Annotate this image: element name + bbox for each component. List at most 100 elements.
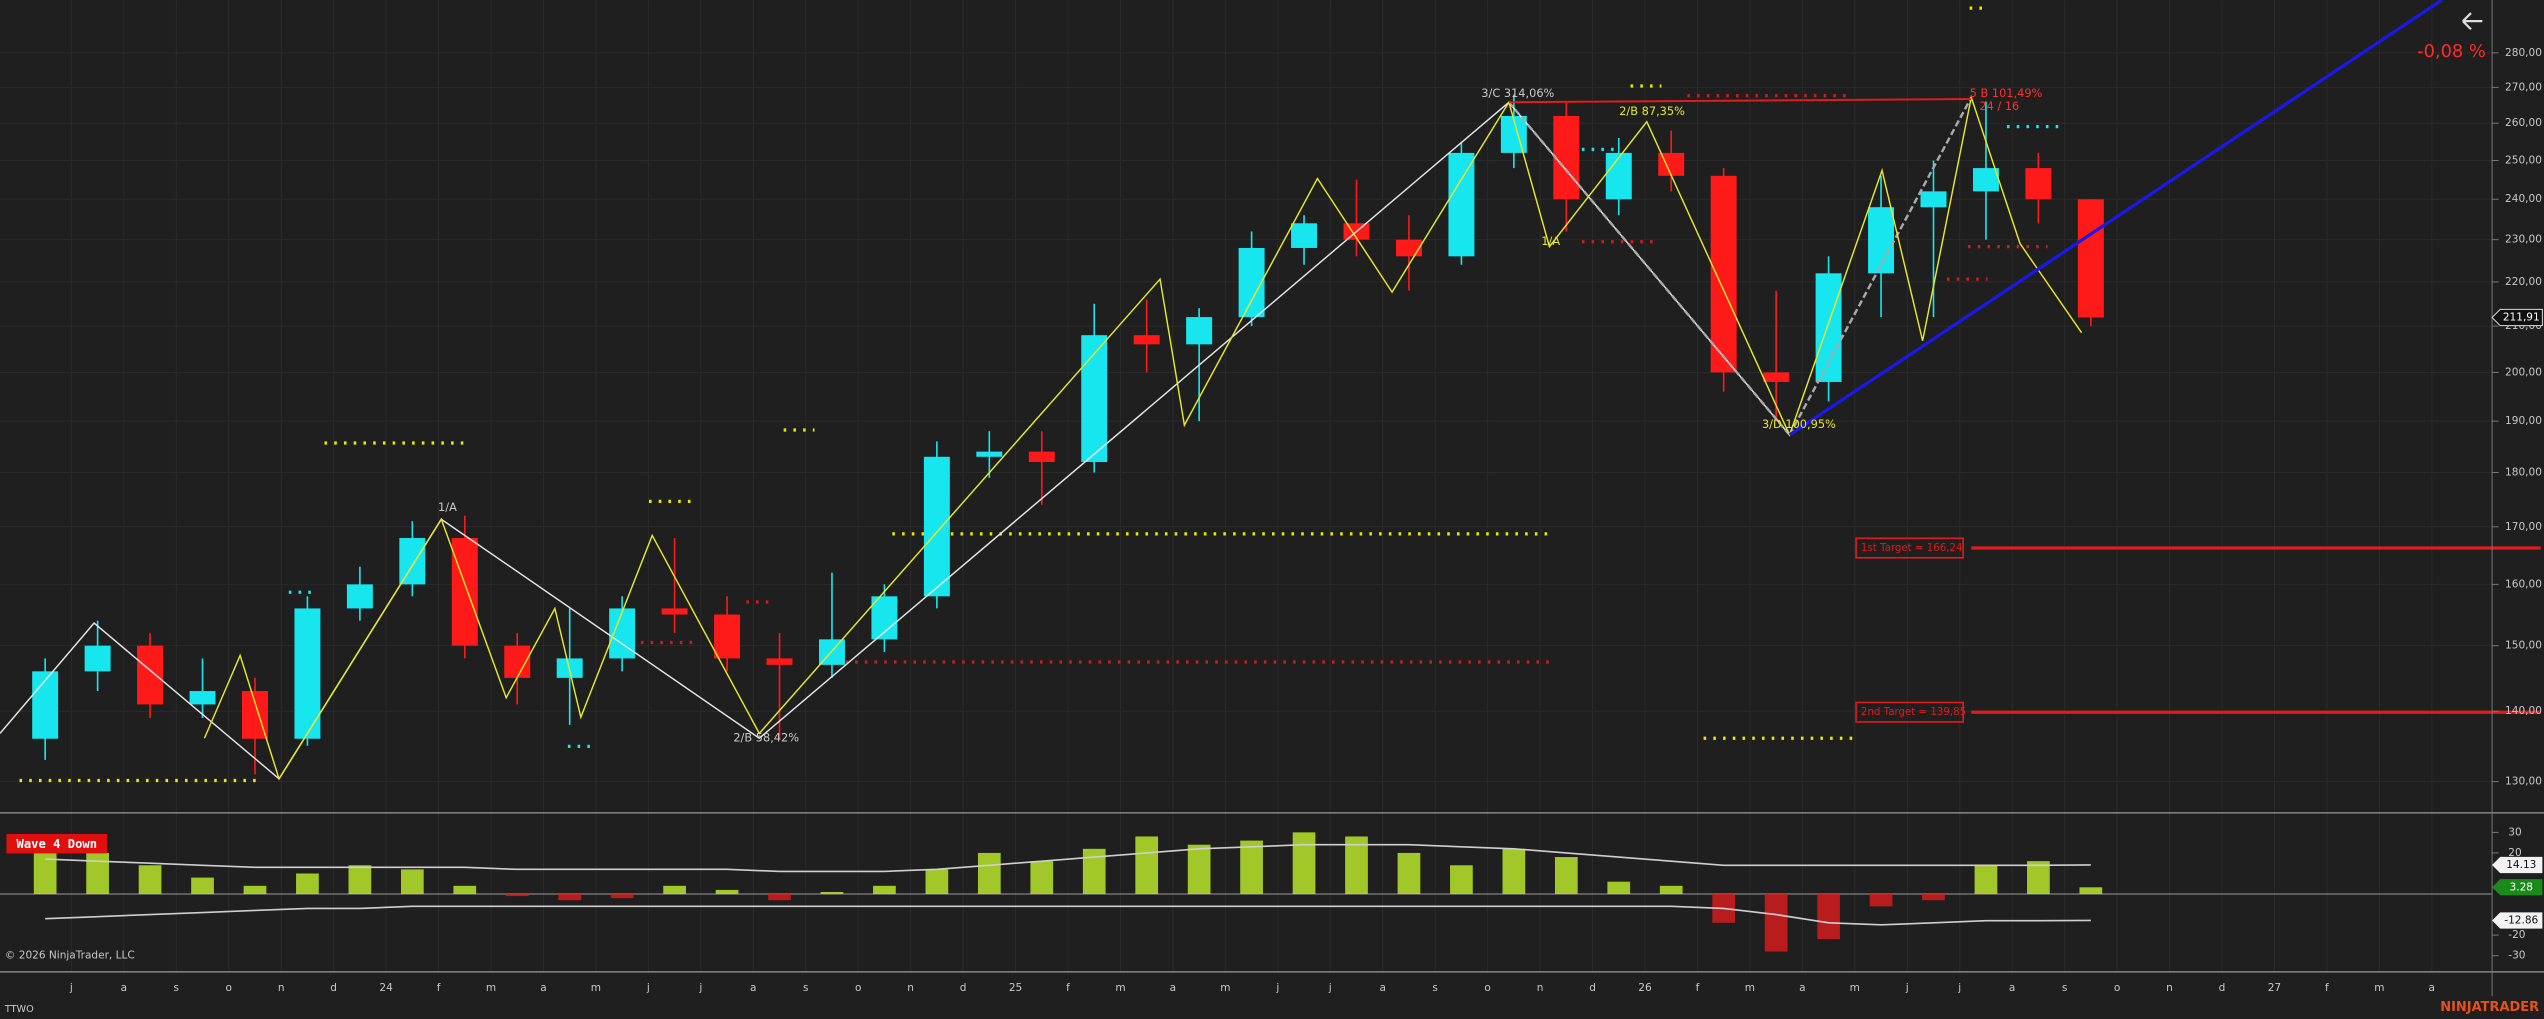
- candle-body: [399, 538, 426, 585]
- x-tick-label: a: [2009, 982, 2015, 994]
- x-tick-label: o: [1484, 982, 1490, 994]
- x-tick-label: d: [960, 982, 967, 994]
- osc-bar: [348, 865, 372, 895]
- osc-line: [45, 843, 2091, 873]
- axes: 130,00 140,00 150,00 160,00 170,00 180,00 190,…: [69, 47, 2543, 994]
- annotation: 3/C 314,06%: [1481, 86, 1554, 100]
- y-tick-label: 180,00: [2505, 466, 2542, 478]
- x-tick-label: j: [69, 982, 73, 994]
- x-tick-label: j: [1275, 982, 1279, 994]
- target-box: [1855, 701, 1964, 723]
- value-flag-label: 3.28: [2510, 881, 2533, 893]
- osc-bar: [1450, 865, 1473, 895]
- candle-body: [1395, 239, 1422, 257]
- x-tick-label: a: [1379, 982, 1385, 994]
- osc-bar: [1502, 848, 1526, 895]
- osc-y-tick-label: -20: [2508, 929, 2525, 941]
- y-tick-label: 160,00: [2505, 578, 2542, 590]
- candle-body: [1028, 451, 1055, 463]
- osc-bar: [243, 885, 267, 895]
- osc-bar: [138, 865, 162, 895]
- x-tick-label: f: [1066, 982, 1070, 994]
- target-box: [1855, 537, 1964, 559]
- osc-line: [45, 905, 2091, 926]
- x-tick-label: j: [1957, 982, 1961, 994]
- osc-bar: [2079, 887, 2103, 895]
- osc-bar: [1817, 894, 1840, 940]
- target-label: 2nd Target = 139,85: [1861, 707, 1966, 718]
- symbol: TTWO: [4, 1004, 34, 1015]
- x-tick-label: j: [1328, 982, 1332, 994]
- value-flag-label: -12.86: [2504, 914, 2538, 926]
- x-tick-label: s: [2062, 982, 2068, 994]
- candle-body: [2025, 168, 2052, 200]
- y-tick-label: 200,00: [2505, 366, 2542, 378]
- y-tick-label: 140,00: [2505, 705, 2542, 717]
- candle-body: [714, 614, 741, 659]
- y-tick-label: 220,00: [2505, 276, 2542, 288]
- value-flag: [2492, 879, 2543, 896]
- osc-bar: [86, 852, 109, 895]
- x-tick-label: o: [2114, 982, 2120, 994]
- x-tick-label: a: [750, 982, 756, 994]
- osc-bar: [33, 848, 57, 895]
- candle-body: [346, 584, 373, 609]
- value-flag: [2492, 856, 2543, 874]
- x-tick-label: d: [330, 982, 337, 994]
- candles: [32, 94, 2104, 775]
- candle-body: [766, 658, 793, 665]
- candle-body: [1658, 152, 1685, 176]
- osc-bar: [1292, 832, 1316, 895]
- osc-bar: [453, 885, 477, 895]
- candle-body: [1972, 168, 1999, 192]
- x-tick-label: d: [1589, 982, 1596, 994]
- x-tick-label: j: [698, 982, 702, 994]
- value-flag-label: 14.13: [2506, 859, 2536, 871]
- annotation: 2/B 58,42%: [733, 730, 799, 744]
- y-tick-label: 240,00: [2505, 193, 2542, 205]
- x-tick-label: n: [278, 982, 285, 994]
- annotation: 1/A: [438, 500, 457, 514]
- candle-body: [1815, 273, 1842, 382]
- y-tick-label: 150,00: [2505, 640, 2542, 652]
- candle-body: [661, 608, 688, 615]
- osc-bar: [1187, 844, 1211, 895]
- osc-y-tick-label: 20: [2508, 847, 2521, 859]
- y-tick-label: 190,00: [2505, 415, 2542, 427]
- osc-bar: [768, 894, 791, 901]
- x-tick-label: m: [591, 982, 601, 994]
- x-tick-label: 25: [1009, 982, 1022, 994]
- osc-bar: [1135, 836, 1159, 895]
- osc-y-tick-label: 30: [2508, 826, 2521, 838]
- y-tick-label: 260,00: [2505, 117, 2542, 129]
- osc-bar: [1397, 852, 1421, 895]
- x-tick-label: 26: [1638, 982, 1652, 994]
- osc-bar: [715, 889, 739, 895]
- y-tick-label: 130,00: [2505, 776, 2542, 788]
- x-tick-label: a: [2429, 982, 2435, 994]
- price-flag-label: 211,91: [2503, 311, 2540, 323]
- signal-box: [6, 833, 108, 854]
- resistance-line: [1508, 98, 1972, 104]
- osc-bar: [663, 885, 686, 895]
- x-tick-label: o: [226, 982, 232, 994]
- osc-bar: [558, 894, 582, 901]
- osc-bar: [1082, 848, 1106, 895]
- zigzags: [0, 0, 2443, 781]
- y-tick-label: 250,00: [2505, 154, 2542, 166]
- candle-body: [294, 608, 321, 739]
- x-tick-label: 24: [379, 982, 393, 994]
- candle-body: [976, 451, 1003, 457]
- target-label: 1st Target = 166,24: [1861, 543, 1963, 554]
- osc-bar: [1869, 894, 1893, 907]
- candle-body: [1920, 191, 1947, 208]
- candle-body: [923, 456, 950, 597]
- back-arrow[interactable]: [2462, 12, 2483, 31]
- osc-bar: [1345, 836, 1368, 895]
- x-tick-label: d: [2219, 982, 2226, 994]
- signal-label: Wave 4 Down: [17, 837, 98, 851]
- candle-body: [1238, 247, 1265, 318]
- x-tick-label: o: [855, 982, 861, 994]
- candle-body: [1291, 223, 1318, 248]
- candle-body: [451, 538, 478, 646]
